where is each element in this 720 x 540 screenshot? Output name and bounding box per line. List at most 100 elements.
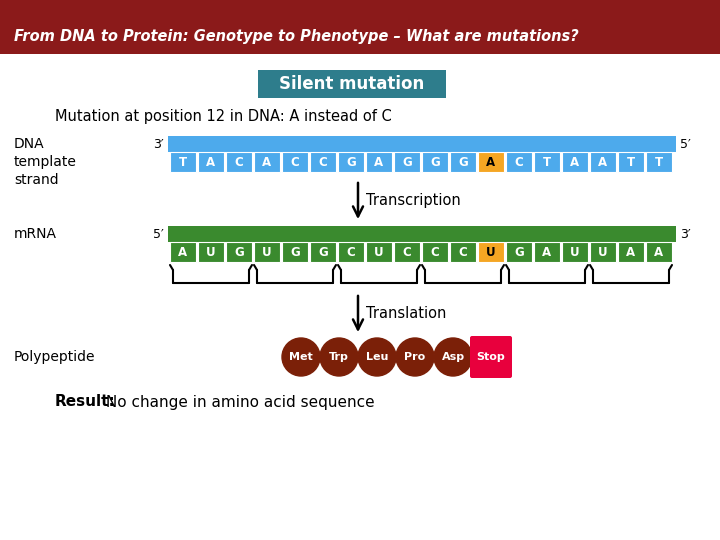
FancyBboxPatch shape [422, 152, 448, 172]
Text: T: T [543, 156, 551, 168]
FancyBboxPatch shape [646, 242, 672, 262]
Text: U: U [206, 246, 216, 259]
FancyBboxPatch shape [198, 242, 224, 262]
Text: Translation: Translation [366, 307, 446, 321]
FancyBboxPatch shape [646, 152, 672, 172]
Text: A: A [179, 246, 188, 259]
FancyBboxPatch shape [506, 242, 532, 262]
FancyBboxPatch shape [282, 152, 308, 172]
FancyBboxPatch shape [198, 152, 224, 172]
Text: Stop: Stop [477, 352, 505, 362]
FancyBboxPatch shape [478, 242, 504, 262]
Text: G: G [514, 246, 524, 259]
Text: C: C [319, 156, 328, 168]
FancyBboxPatch shape [450, 152, 476, 172]
Text: Transcription: Transcription [366, 193, 461, 208]
Text: Silent mutation: Silent mutation [279, 75, 425, 93]
FancyBboxPatch shape [506, 152, 532, 172]
Text: G: G [290, 246, 300, 259]
Text: G: G [402, 156, 412, 168]
Text: No change in amino acid sequence: No change in amino acid sequence [101, 395, 374, 409]
Text: A: A [542, 246, 552, 259]
Text: T: T [627, 156, 635, 168]
FancyBboxPatch shape [366, 152, 392, 172]
FancyBboxPatch shape [618, 242, 644, 262]
FancyBboxPatch shape [478, 152, 504, 172]
Text: DNA
template
strand: DNA template strand [14, 137, 77, 187]
Text: T: T [655, 156, 663, 168]
FancyBboxPatch shape [310, 152, 336, 172]
FancyBboxPatch shape [226, 242, 252, 262]
Text: C: C [515, 156, 523, 168]
Text: Trp: Trp [329, 352, 349, 362]
Text: U: U [570, 246, 580, 259]
FancyBboxPatch shape [590, 152, 616, 172]
Text: T: T [179, 156, 187, 168]
Text: Leu: Leu [366, 352, 388, 362]
Text: C: C [459, 246, 467, 259]
Text: 3′: 3′ [153, 138, 164, 151]
Text: G: G [318, 246, 328, 259]
FancyBboxPatch shape [338, 152, 364, 172]
Text: A: A [598, 156, 608, 168]
FancyBboxPatch shape [226, 152, 252, 172]
FancyBboxPatch shape [422, 242, 448, 262]
Text: A: A [374, 156, 384, 168]
Text: G: G [430, 156, 440, 168]
Circle shape [358, 338, 396, 376]
FancyBboxPatch shape [338, 242, 364, 262]
Text: Mutation at position 12 in DNA: A instead of C: Mutation at position 12 in DNA: A instea… [55, 110, 392, 125]
Text: Pro: Pro [405, 352, 426, 362]
Text: Met: Met [289, 352, 313, 362]
FancyBboxPatch shape [254, 242, 280, 262]
Text: Asp: Asp [441, 352, 464, 362]
FancyBboxPatch shape [534, 242, 560, 262]
Text: A: A [207, 156, 215, 168]
FancyBboxPatch shape [0, 0, 720, 54]
Text: C: C [402, 246, 411, 259]
FancyBboxPatch shape [282, 242, 308, 262]
Text: Polypeptide: Polypeptide [14, 350, 96, 364]
Circle shape [396, 338, 434, 376]
Text: C: C [346, 246, 356, 259]
FancyBboxPatch shape [258, 70, 446, 98]
FancyBboxPatch shape [254, 152, 280, 172]
FancyBboxPatch shape [394, 152, 420, 172]
FancyBboxPatch shape [450, 242, 476, 262]
Text: G: G [234, 246, 244, 259]
Text: A: A [570, 156, 580, 168]
Text: U: U [374, 246, 384, 259]
FancyBboxPatch shape [590, 242, 616, 262]
Circle shape [282, 338, 320, 376]
Text: 5′: 5′ [153, 227, 164, 240]
FancyBboxPatch shape [618, 152, 644, 172]
FancyBboxPatch shape [170, 152, 196, 172]
Circle shape [320, 338, 358, 376]
Text: C: C [291, 156, 300, 168]
Text: 3′: 3′ [680, 227, 690, 240]
Text: mRNA: mRNA [14, 227, 57, 241]
Text: A: A [487, 156, 495, 168]
FancyBboxPatch shape [534, 152, 560, 172]
FancyBboxPatch shape [470, 336, 512, 378]
FancyBboxPatch shape [170, 242, 196, 262]
Text: G: G [346, 156, 356, 168]
FancyBboxPatch shape [394, 242, 420, 262]
Circle shape [434, 338, 472, 376]
FancyBboxPatch shape [168, 226, 676, 242]
FancyBboxPatch shape [366, 242, 392, 262]
Text: G: G [458, 156, 468, 168]
Text: C: C [431, 246, 439, 259]
FancyBboxPatch shape [168, 136, 676, 152]
Text: From DNA to Protein: Genotype to Phenotype – What are mutations?: From DNA to Protein: Genotype to Phenoty… [14, 29, 579, 44]
Text: C: C [235, 156, 243, 168]
Text: U: U [598, 246, 608, 259]
FancyBboxPatch shape [310, 242, 336, 262]
Text: U: U [486, 246, 496, 259]
FancyBboxPatch shape [562, 242, 588, 262]
Text: 5′: 5′ [680, 138, 691, 151]
Text: A: A [262, 156, 271, 168]
Text: A: A [626, 246, 636, 259]
Text: Result:: Result: [55, 395, 116, 409]
Text: U: U [262, 246, 272, 259]
